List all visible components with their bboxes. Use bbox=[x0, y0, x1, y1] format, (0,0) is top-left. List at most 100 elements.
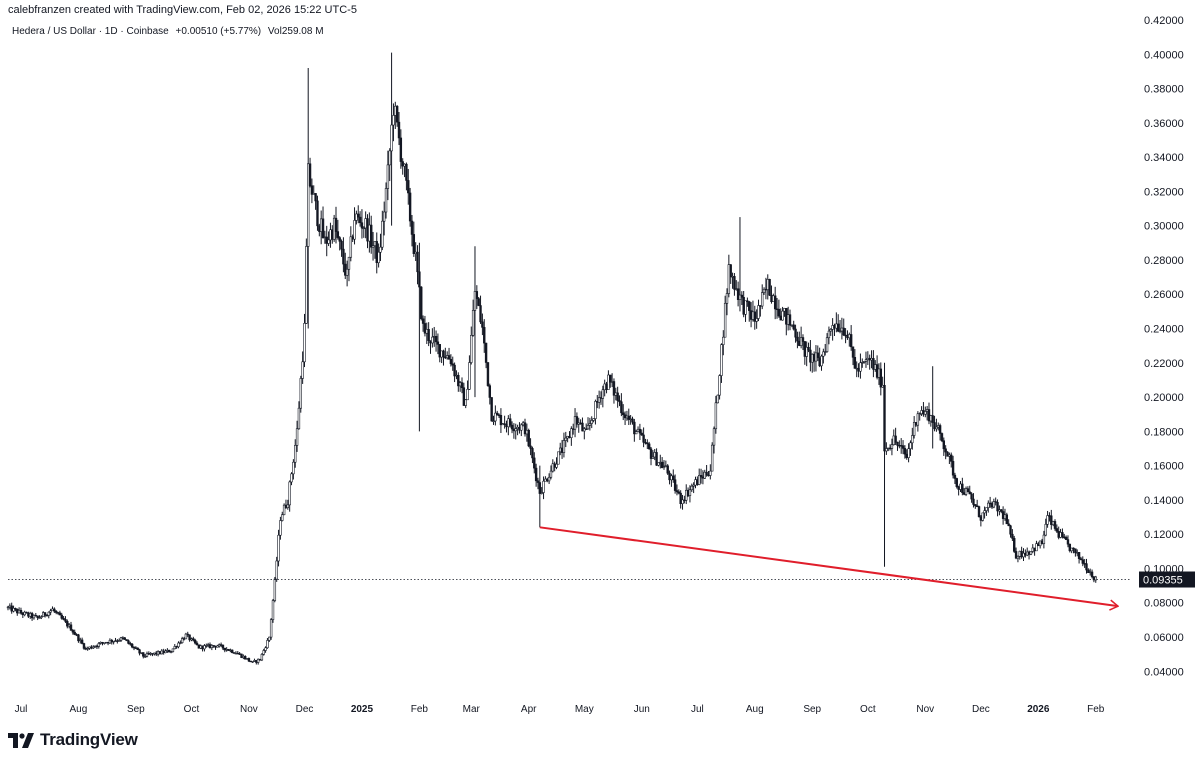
candle-body bbox=[407, 180, 410, 194]
candle-body bbox=[844, 334, 847, 337]
candle bbox=[547, 473, 551, 484]
candle bbox=[125, 639, 128, 642]
candle-body bbox=[338, 237, 341, 242]
candle-body bbox=[570, 428, 573, 438]
candle-body bbox=[256, 658, 260, 663]
candle bbox=[562, 432, 566, 458]
candle bbox=[36, 615, 39, 621]
candle-body bbox=[805, 346, 808, 357]
candle bbox=[875, 355, 879, 380]
price-tick-label: 0.24000 bbox=[1144, 324, 1184, 336]
candle bbox=[571, 423, 575, 435]
candle-body bbox=[872, 358, 875, 370]
candle-body bbox=[142, 652, 145, 657]
candle-body bbox=[271, 600, 275, 620]
candle bbox=[56, 611, 60, 615]
candle bbox=[729, 264, 732, 284]
candle-body bbox=[636, 428, 640, 432]
candle bbox=[130, 643, 134, 649]
candle-body bbox=[1076, 552, 1079, 554]
candle bbox=[996, 499, 999, 517]
candle-body bbox=[373, 241, 377, 246]
candle-body bbox=[798, 340, 801, 346]
candle bbox=[401, 158, 404, 175]
candle bbox=[232, 652, 236, 654]
candle-body bbox=[1005, 514, 1009, 525]
candle bbox=[523, 418, 527, 437]
candle bbox=[1013, 535, 1016, 553]
candle-body bbox=[1079, 558, 1083, 561]
candle-body bbox=[675, 490, 679, 493]
candle bbox=[238, 652, 241, 655]
candle bbox=[169, 650, 173, 654]
candle bbox=[17, 607, 21, 614]
time-tick-label: May bbox=[575, 704, 594, 715]
time-axis[interactable]: Jul Aug Sep Oct Nov Dec 2025 Feb Mar Apr May Jun Jul… bbox=[15, 704, 1105, 715]
candle-body bbox=[925, 409, 929, 412]
candle bbox=[318, 223, 321, 237]
tradingview-brand[interactable]: TradingView bbox=[8, 730, 138, 750]
candle bbox=[357, 205, 360, 224]
candle bbox=[761, 284, 764, 310]
candle-body bbox=[950, 454, 953, 462]
trendline-arrow[interactable] bbox=[539, 526, 1118, 606]
candle-body bbox=[761, 292, 764, 307]
candle bbox=[647, 441, 651, 450]
candle-body bbox=[1042, 534, 1046, 544]
candle-body bbox=[536, 480, 540, 483]
candles bbox=[6, 52, 1097, 665]
candle bbox=[855, 361, 858, 378]
candle-body bbox=[594, 401, 597, 419]
candle-body bbox=[779, 315, 782, 321]
candle bbox=[1046, 510, 1049, 528]
price-tick-label: 0.20000 bbox=[1144, 392, 1184, 404]
candle-body bbox=[1038, 540, 1042, 547]
candle-body bbox=[647, 443, 651, 450]
candle-body bbox=[58, 612, 62, 616]
candle-body bbox=[627, 415, 630, 420]
candle bbox=[477, 296, 480, 307]
candle bbox=[329, 222, 332, 248]
candle-body bbox=[360, 222, 364, 229]
candle bbox=[786, 306, 790, 331]
price-axis[interactable]: 0.040000.060000.080000.100000.120000.140… bbox=[1139, 15, 1195, 678]
candle bbox=[672, 469, 675, 483]
candle bbox=[470, 326, 473, 365]
candle bbox=[640, 429, 643, 436]
candle-body bbox=[38, 617, 41, 619]
candle-body bbox=[243, 656, 247, 660]
candle bbox=[421, 315, 425, 332]
candle-body bbox=[481, 321, 484, 328]
price-tick-label: 0.04000 bbox=[1144, 666, 1184, 678]
candle bbox=[134, 646, 138, 650]
candle bbox=[382, 201, 386, 236]
candle bbox=[260, 653, 264, 662]
candle bbox=[633, 418, 636, 442]
candle-body bbox=[275, 560, 278, 580]
candle-body bbox=[523, 422, 527, 435]
candle bbox=[431, 328, 434, 348]
candle-body bbox=[227, 649, 230, 651]
candle-body bbox=[748, 301, 751, 311]
candle bbox=[964, 486, 968, 497]
candle bbox=[21, 611, 25, 619]
candle-body bbox=[123, 637, 126, 640]
candle-body bbox=[268, 636, 271, 641]
candle-body bbox=[130, 643, 134, 648]
candle-body bbox=[216, 645, 219, 648]
candle bbox=[629, 415, 632, 425]
candle-body bbox=[1053, 521, 1057, 529]
candle bbox=[434, 330, 438, 352]
candle-body bbox=[97, 643, 101, 647]
candle bbox=[340, 239, 343, 257]
candle-body bbox=[814, 352, 818, 362]
candle-body bbox=[640, 432, 643, 436]
candle bbox=[811, 353, 814, 373]
candle-body bbox=[368, 224, 371, 242]
candle bbox=[820, 354, 823, 371]
candle-body bbox=[998, 509, 1001, 512]
candle bbox=[801, 334, 805, 351]
candle bbox=[1003, 508, 1007, 521]
candle bbox=[905, 449, 908, 460]
